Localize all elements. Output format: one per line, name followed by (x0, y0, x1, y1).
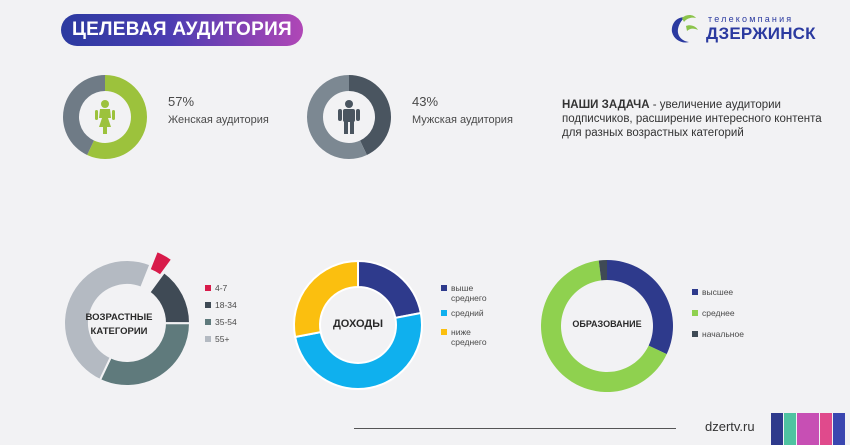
legend-label: 18-34 (215, 300, 237, 310)
female-person-icon (95, 100, 115, 134)
footer-divider (354, 428, 676, 429)
legend-swatch (205, 302, 211, 308)
age-center-line-1: ВОЗРАСТНЫЕ (85, 312, 153, 323)
legend-label-line: выше (451, 283, 474, 293)
age-center-line-2: КАТЕГОРИИ (90, 326, 148, 337)
logo-mark-icon (671, 15, 698, 43)
logo-name: ДЗЕРЖИНСК (706, 24, 816, 43)
legend-swatch (441, 329, 447, 335)
legend-label-line: ниже (451, 327, 471, 337)
legend-swatch (441, 310, 447, 316)
legend-label: ниже среднего (451, 327, 487, 347)
income-center-label: ДОХОДЫ (332, 318, 384, 330)
income-slice (293, 259, 359, 339)
female-donut-segment (62, 75, 105, 156)
age-slice (98, 322, 192, 387)
color-bar (771, 413, 783, 445)
legend-swatch (692, 289, 698, 295)
color-bar (784, 413, 796, 445)
legend-label: выше среднего (451, 283, 487, 303)
age-donut-chart (63, 249, 192, 387)
education-slice (598, 260, 607, 281)
education-donut-chart (541, 260, 673, 392)
task-heading: НАШИ ЗАДАЧА (562, 99, 650, 111)
legend-label-line: среднего (451, 293, 487, 303)
legend-label: 4-7 (215, 283, 228, 293)
legend-swatch (205, 285, 211, 291)
page-title: ЦЕЛЕВАЯ АУДИТОРИЯ (61, 14, 303, 46)
male-donut-segment (307, 75, 367, 159)
education-slice (607, 260, 673, 355)
legend-swatch (205, 319, 211, 325)
male-person-icon (338, 100, 360, 134)
legend-label: среднее (702, 308, 735, 318)
female-percent: 57% (168, 94, 195, 109)
legend-swatch (205, 336, 211, 342)
age-slice (63, 259, 152, 382)
legend-label: 55+ (215, 334, 230, 344)
legend-label: начальное (702, 329, 744, 339)
male-donut-chart (307, 75, 391, 159)
female-donut-segment (87, 75, 147, 159)
task-body: - увеличение аудитории подписчиков, расш… (562, 99, 822, 139)
legend-swatch (441, 285, 447, 291)
legend-swatch (692, 331, 698, 337)
age-slice (148, 249, 174, 277)
color-bar (833, 413, 845, 445)
logo: телекомпания ДЗЕРЖИНСК (668, 12, 818, 48)
male-percent: 43% (412, 94, 439, 109)
male-donut-segment (349, 75, 391, 156)
age-slice (148, 270, 192, 325)
education-slice (541, 260, 667, 392)
logo-caption: телекомпания (708, 14, 794, 24)
website-link[interactable]: dzertv.ru (705, 419, 755, 434)
income-slice (293, 311, 423, 390)
legend-label: средний (451, 308, 484, 318)
female-label: Женская аудитория (168, 114, 269, 126)
income-donut-chart (293, 259, 423, 390)
education-center-label: ОБРАЗОВАНИЕ (572, 319, 642, 329)
female-donut-chart (62, 75, 147, 159)
color-bar (797, 413, 819, 445)
color-bar (820, 413, 832, 445)
income-slice (357, 259, 423, 320)
male-label: Мужская аудитория (412, 114, 513, 126)
legend-label: высшее (702, 287, 734, 297)
legend-swatch (692, 310, 698, 316)
legend-label-line: среднего (451, 337, 487, 347)
task-text: НАШИ ЗАДАЧА - увеличение аудитории подпи… (562, 98, 822, 140)
age-center-label: ВОЗРАСТНЫЕ КАТЕГОРИИ (84, 311, 154, 339)
legend-label: 35-54 (215, 317, 237, 327)
